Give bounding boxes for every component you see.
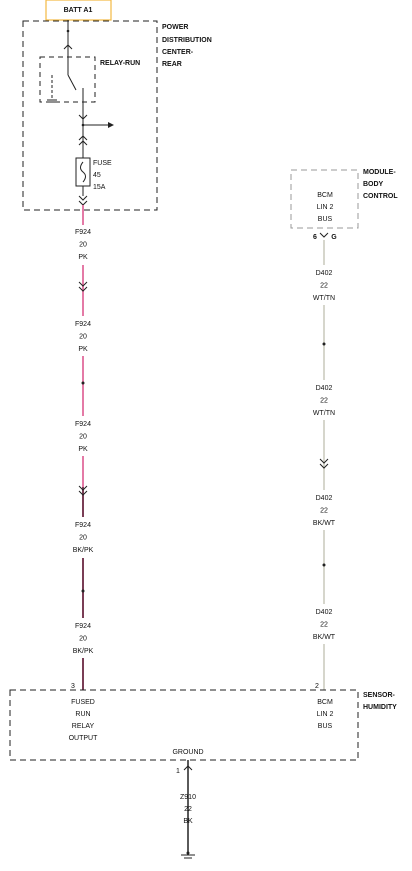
splice bbox=[81, 381, 85, 385]
ground-symbol bbox=[181, 854, 195, 859]
pin-label: BCM bbox=[317, 699, 333, 706]
wire-label: 22 bbox=[320, 507, 328, 514]
pin-label: RELAY bbox=[72, 723, 95, 730]
splice bbox=[186, 851, 190, 855]
left-wire-labels: F924 20 PK F924 20 PK F924 20 PK F924 20 BK/PK F924 2… bbox=[73, 229, 94, 655]
cavity: 2 bbox=[315, 683, 319, 690]
bcm-title: BODY bbox=[363, 181, 384, 188]
pin-label: FUSED bbox=[71, 699, 95, 706]
wire-label: 22 bbox=[320, 397, 328, 404]
relay-box bbox=[39, 56, 96, 103]
bcm-title: CONTROL bbox=[363, 193, 398, 200]
wire-label: 20 bbox=[79, 534, 87, 541]
connector bbox=[78, 485, 88, 496]
wire-label: BK bbox=[183, 818, 193, 825]
wire-label: F924 bbox=[75, 421, 91, 428]
wire-label: PK bbox=[78, 446, 88, 453]
wire-label: BK/WT bbox=[313, 634, 336, 641]
pdc-title: CENTER- bbox=[162, 49, 194, 56]
wire-label: BK/WT bbox=[313, 520, 336, 527]
connector bbox=[63, 44, 73, 50]
wire-label: PK bbox=[78, 346, 88, 353]
wire-label: 22 bbox=[320, 282, 328, 289]
pin-label: BUS bbox=[318, 723, 333, 730]
pin-label: BUS bbox=[318, 216, 333, 223]
pdc-title: DISTRIBUTION bbox=[162, 37, 212, 44]
wire-label: Z910 bbox=[180, 794, 196, 801]
batt-label: BATT A1 bbox=[64, 7, 93, 14]
wire-label: 20 bbox=[79, 433, 87, 440]
wire-label: WT/TN bbox=[313, 295, 335, 302]
sensor-title: HUMIDITY bbox=[363, 704, 397, 711]
bcm-title: MODULE- bbox=[363, 169, 396, 176]
splice bbox=[322, 342, 326, 346]
splice bbox=[322, 563, 326, 567]
fuse-label: 15A bbox=[93, 184, 106, 191]
wire-label: F924 bbox=[75, 229, 91, 236]
wire-label: F924 bbox=[75, 623, 91, 630]
arrow bbox=[108, 122, 114, 128]
connector bbox=[183, 765, 193, 771]
connector bbox=[78, 114, 88, 120]
pin-label: BCM bbox=[317, 192, 333, 199]
relay-switch bbox=[67, 74, 77, 91]
wire-label: 20 bbox=[79, 333, 87, 340]
wire-label: D402 bbox=[316, 270, 333, 277]
pin-label: LIN 2 bbox=[317, 204, 334, 211]
pdc-title: REAR bbox=[162, 61, 182, 68]
fuse bbox=[80, 150, 86, 196]
fuse-label: FUSE bbox=[93, 160, 112, 167]
wire-label: 22 bbox=[184, 806, 192, 813]
wire-label: F924 bbox=[75, 321, 91, 328]
cavity: 3 bbox=[71, 683, 75, 690]
bcm-box bbox=[290, 169, 359, 229]
connector-label: G bbox=[331, 234, 337, 241]
sensor-title: SENSOR- bbox=[363, 692, 396, 699]
right-wire-labels: D402 22 WT/TN D402 22 WT/TN D402 22 BK/WT D402 22 B… bbox=[313, 270, 336, 641]
pin-label: OUTPUT bbox=[69, 735, 99, 742]
connector bbox=[319, 458, 329, 469]
wire-label: WT/TN bbox=[313, 410, 335, 417]
ground-symbol bbox=[47, 99, 57, 103]
ground-label: GROUND bbox=[172, 749, 203, 756]
sensor-box bbox=[9, 689, 359, 761]
pdc-title: POWER bbox=[162, 24, 188, 31]
wire-label: F924 bbox=[75, 522, 91, 529]
wire-label: D402 bbox=[316, 495, 333, 502]
wire-label: 20 bbox=[79, 241, 87, 248]
pin-label: RUN bbox=[75, 711, 90, 718]
wire-label: 22 bbox=[320, 621, 328, 628]
cavity: 1 bbox=[176, 768, 180, 775]
cavity: 6 bbox=[313, 234, 317, 241]
splice bbox=[66, 29, 70, 33]
wire-label: 20 bbox=[79, 635, 87, 642]
connector bbox=[78, 135, 88, 146]
batt-box bbox=[45, 0, 112, 21]
wire-label: BK/PK bbox=[73, 648, 94, 655]
wire-label: D402 bbox=[316, 385, 333, 392]
relay-label: RELAY-RUN bbox=[100, 60, 140, 67]
wire-label: PK bbox=[78, 254, 88, 261]
fuse-label: 45 bbox=[93, 172, 101, 179]
wire-label: D402 bbox=[316, 609, 333, 616]
wire-label: BK/PK bbox=[73, 547, 94, 554]
pin-label: LIN 2 bbox=[317, 711, 334, 718]
pdc-box bbox=[22, 20, 158, 211]
connector bbox=[78, 281, 88, 292]
connector bbox=[319, 232, 329, 238]
splice bbox=[81, 589, 85, 593]
